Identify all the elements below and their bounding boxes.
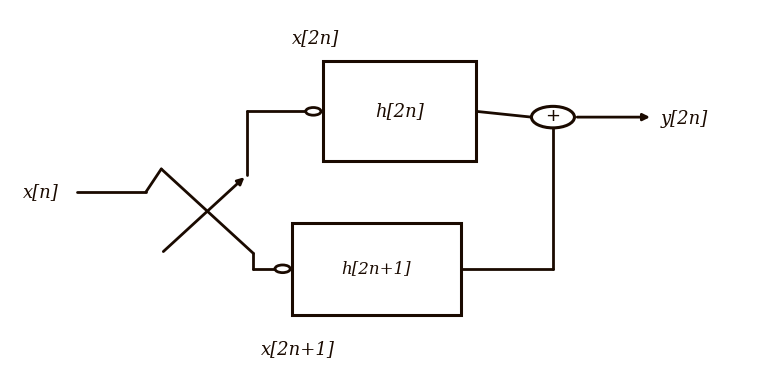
Text: h[2n]: h[2n] — [375, 103, 424, 120]
Text: x[n]: x[n] — [23, 183, 59, 201]
Circle shape — [275, 265, 290, 273]
Text: x[2n+1]: x[2n+1] — [261, 341, 335, 358]
Text: h[2n+1]: h[2n+1] — [342, 260, 411, 277]
Text: +: + — [545, 108, 561, 125]
Text: y[2n]: y[2n] — [660, 110, 708, 128]
Bar — [292, 223, 461, 315]
Text: x[2n]: x[2n] — [292, 30, 339, 47]
Bar — [323, 61, 476, 161]
Circle shape — [531, 106, 574, 128]
Circle shape — [306, 108, 321, 115]
